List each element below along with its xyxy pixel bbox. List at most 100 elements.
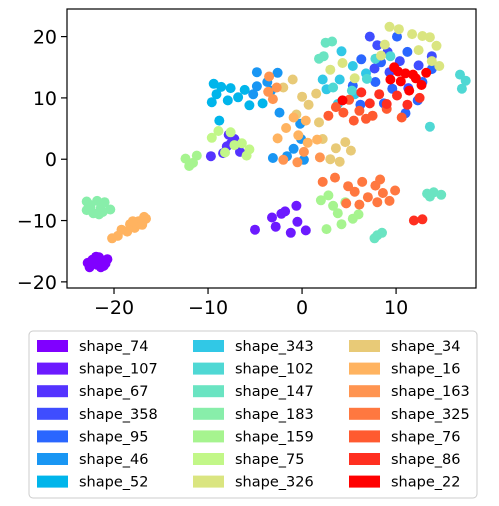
legend-label-shape-107: shape_107: [79, 362, 158, 378]
point-shape-52-6: [222, 95, 233, 106]
point-shape-22-9: [408, 69, 418, 80]
point-shape-147-9: [436, 189, 447, 200]
point-shape-325-8: [349, 186, 360, 197]
legend-label-shape-46: shape_46: [79, 452, 148, 468]
point-shape-159-10: [321, 224, 332, 235]
point-shape-107-8: [276, 208, 287, 219]
point-shape-16-11: [272, 133, 283, 144]
point-shape-326-12: [349, 73, 360, 84]
legend-swatch-shape-22: [349, 475, 380, 488]
point-shape-326-1: [393, 24, 404, 35]
point-shape-147-3: [327, 36, 338, 47]
point-shape-163-7: [278, 154, 289, 165]
legend-label-shape-95: shape_95: [79, 429, 148, 445]
point-shape-22-8: [393, 66, 403, 77]
point-shape-34-1: [287, 74, 298, 85]
point-shape-86-7: [408, 215, 419, 226]
point-shape-343-1: [334, 74, 345, 85]
point-shape-16-4: [122, 226, 133, 237]
point-shape-325-11: [375, 174, 386, 185]
point-shape-326-6: [413, 45, 424, 56]
legend-label-shape-147: shape_147: [235, 384, 314, 400]
point-shape-107-5: [292, 216, 303, 227]
point-shape-102-6: [456, 83, 467, 94]
y-tick-label-2: 0: [45, 149, 57, 171]
point-shape-326-7: [426, 56, 437, 67]
point-shape-107-4: [285, 227, 296, 238]
point-shape-86-6: [356, 87, 367, 98]
point-shape-183-8: [105, 204, 116, 215]
point-shape-16-8: [107, 233, 118, 244]
point-shape-76-2: [338, 107, 349, 118]
point-shape-52-5: [233, 92, 244, 103]
legend-swatch-shape-147: [193, 385, 224, 398]
point-shape-326-4: [424, 32, 435, 43]
point-shape-107-7: [291, 200, 302, 211]
point-shape-326-3: [417, 31, 428, 41]
point-shape-86-2: [392, 90, 402, 101]
point-shape-343-0: [347, 61, 358, 71]
point-shape-86-4: [402, 99, 413, 110]
point-shape-74-8: [82, 257, 93, 268]
legend-label-shape-74: shape_74: [79, 339, 148, 355]
point-shape-34-5: [314, 117, 324, 128]
legend-label-shape-86: shape_86: [391, 452, 460, 468]
point-shape-34-10: [325, 154, 336, 165]
point-shape-46-0: [251, 67, 262, 78]
point-shape-76-1: [323, 110, 334, 121]
point-shape-86-1: [381, 99, 392, 109]
x-tick-label-1: −10: [188, 297, 228, 319]
legend-label-shape-76: shape_76: [391, 429, 460, 445]
legend-swatch-shape-326: [193, 475, 224, 488]
point-shape-34-3: [311, 88, 322, 99]
point-shape-159-5: [328, 200, 339, 211]
point-shape-147-6: [369, 233, 380, 244]
point-shape-102-3: [346, 85, 357, 96]
legend-swatch-shape-16: [349, 362, 380, 375]
point-shape-95-4: [370, 77, 381, 87]
point-shape-159-4: [315, 195, 326, 206]
point-shape-163-5: [292, 157, 303, 168]
legend-label-shape-22: shape_22: [391, 475, 460, 491]
point-shape-163-4: [314, 152, 325, 163]
point-shape-52-10: [239, 84, 250, 95]
point-shape-326-5: [431, 40, 442, 51]
point-shape-74-10: [91, 251, 102, 262]
legend-label-shape-325: shape_325: [391, 407, 470, 423]
point-shape-326-10: [337, 58, 348, 68]
point-shape-183-1: [92, 195, 103, 206]
legend-swatch-shape-107: [37, 362, 68, 375]
legend-swatch-shape-183: [193, 407, 224, 420]
point-shape-107-1: [267, 212, 277, 223]
point-shape-326-2: [407, 29, 418, 40]
point-shape-16-15: [312, 134, 323, 145]
point-shape-159-9: [336, 219, 347, 230]
legend-label-shape-326: shape_326: [235, 475, 314, 491]
point-shape-102-2: [361, 73, 372, 84]
legend-swatch-shape-95: [37, 430, 68, 443]
point-shape-147-5: [377, 227, 387, 238]
point-shape-86-8: [417, 214, 428, 225]
point-shape-102-1: [385, 51, 396, 62]
point-shape-16-17: [288, 112, 299, 123]
point-shape-46-5: [274, 107, 285, 118]
point-shape-52-2: [211, 89, 222, 100]
point-shape-52-1: [216, 81, 227, 92]
legend-swatch-shape-163: [349, 385, 380, 398]
point-shape-74-11: [98, 260, 109, 271]
point-shape-16-12: [281, 123, 292, 133]
point-shape-358-0: [364, 31, 375, 42]
point-shape-102-8: [424, 121, 435, 132]
point-shape-326-13: [434, 61, 445, 71]
point-shape-34-6: [330, 143, 341, 154]
point-shape-163-3: [263, 86, 274, 97]
point-shape-325-7: [362, 192, 373, 203]
legend-label-shape-343: shape_343: [235, 339, 314, 355]
point-shape-325-2: [343, 181, 354, 192]
point-shape-163-2: [267, 94, 278, 105]
point-shape-52-8: [244, 100, 255, 111]
point-shape-325-0: [317, 176, 328, 187]
point-shape-52-7: [206, 97, 217, 108]
point-shape-16-9: [139, 211, 150, 222]
point-shape-75-7: [206, 132, 217, 143]
